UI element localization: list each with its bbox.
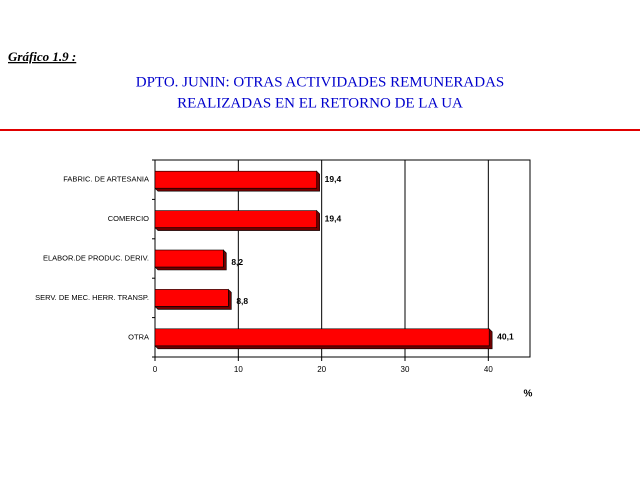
y-tick-label: SERV. DE MEC. HERR. TRANSP. — [35, 293, 149, 302]
bar-face — [154, 289, 229, 307]
x-tick-label: 40 — [484, 365, 493, 374]
y-tick-label: COMERCIO — [108, 214, 149, 223]
chart-title: REALIZADAS EN EL RETORNO DE LA UA — [177, 95, 463, 111]
x-tick-label: 10 — [234, 365, 243, 374]
y-tick-label: OTRA — [128, 332, 149, 341]
bar-face — [154, 210, 317, 228]
bar-face — [154, 249, 224, 268]
value-label: 19,4 — [325, 174, 342, 184]
value-label: 8,2 — [231, 257, 243, 267]
x-tick-label: 0 — [153, 365, 158, 374]
value-label: 19,4 — [325, 213, 342, 223]
bar — [154, 288, 232, 310]
y-tick-label: ELABOR.DE PRODUC. DERIV. — [43, 253, 149, 262]
bar — [154, 328, 493, 350]
x-tick-label: 20 — [317, 365, 326, 374]
x-tick-label: 30 — [401, 365, 410, 374]
value-label: 40,1 — [497, 332, 514, 342]
bar — [154, 209, 320, 231]
bar-face — [154, 170, 317, 189]
figure-label: Gráfico 1.9 : — [8, 49, 76, 64]
bar — [154, 170, 320, 192]
bar-face — [154, 328, 490, 347]
chart-title: DPTO. JUNIN: OTRAS ACTIVIDADES REMUNERAD… — [136, 74, 505, 90]
bar — [154, 249, 227, 271]
y-tick-label: FABRIC. DE ARTESANIA — [63, 175, 149, 184]
value-label: 8,8 — [236, 296, 248, 306]
x-axis-label: % — [524, 389, 533, 400]
